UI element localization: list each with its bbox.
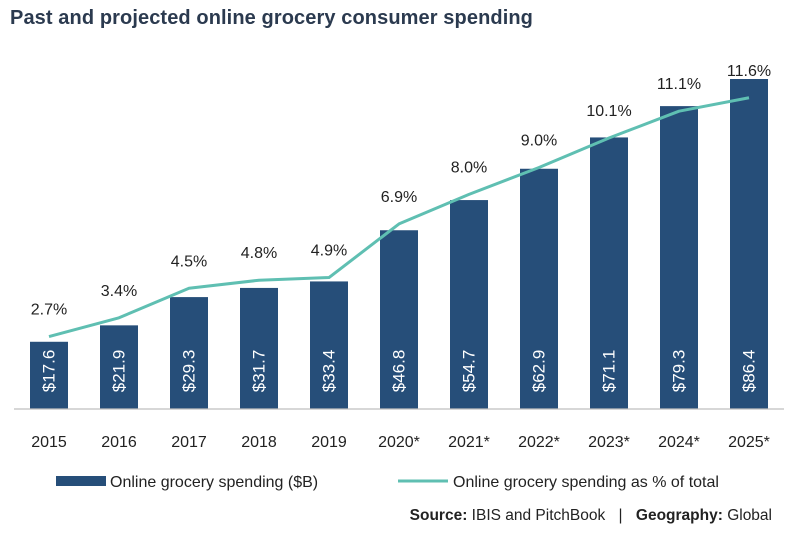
x-tick-label: 2019 — [311, 434, 347, 451]
x-tick-label: 2020* — [378, 434, 420, 451]
bar-value-label: $17.6 — [40, 350, 59, 393]
legend-label-line: Online grocery spending as % of total — [453, 474, 719, 491]
bar-value-label: $54.7 — [460, 350, 479, 393]
source-label: Source: — [409, 507, 468, 524]
x-tick-label: 2018 — [241, 434, 277, 451]
bar-2015 — [30, 341, 68, 409]
source-value: IBIS and PitchBook — [471, 507, 606, 524]
bar-value-label: $21.9 — [110, 350, 129, 393]
bars-layer — [30, 79, 768, 410]
bar-value-label: $33.4 — [320, 350, 339, 393]
x-tick-label: 2015 — [31, 434, 67, 451]
x-tick-label: 2021* — [448, 434, 490, 451]
line-point-label: 3.4% — [101, 283, 137, 300]
bar-2019 — [310, 281, 348, 409]
bar-value-label: $62.9 — [530, 350, 549, 393]
line-point-label: 4.5% — [171, 253, 207, 270]
line-point-label: 6.9% — [381, 189, 417, 206]
x-tick-label: 2017 — [171, 434, 207, 451]
line-point-label: 10.1% — [586, 103, 631, 120]
bar-value-label: $29.3 — [180, 350, 199, 393]
geography-label: Geography: — [635, 507, 723, 524]
line-layer — [48, 96, 750, 339]
source-attribution: Source: IBIS and PitchBook | Geography: … — [410, 507, 772, 525]
line-point-label: 9.0% — [521, 133, 557, 150]
bar-2023-projected — [590, 137, 628, 409]
bar-2016 — [100, 325, 138, 409]
line-point-label: 11.1% — [657, 76, 701, 93]
line-point-label: 11.6% — [727, 63, 771, 80]
bar-2018 — [240, 287, 278, 409]
bar-2021-projected — [450, 200, 488, 409]
bar-value-label: $46.8 — [390, 350, 409, 393]
percent-of-total-line — [48, 96, 750, 339]
bar-value-label: $86.4 — [740, 350, 759, 393]
bar-value-label: $71.1 — [600, 350, 619, 393]
line-point-label: 8.0% — [451, 159, 487, 176]
x-tick-label: 2024* — [658, 434, 700, 451]
bar-value-label: $79.3 — [670, 350, 689, 393]
source-separator: | — [618, 507, 623, 524]
line-point-label: 2.7% — [31, 302, 67, 319]
bar-2025-projected — [730, 79, 768, 409]
legend: Online grocery spending ($B) Online groc… — [56, 474, 719, 491]
x-tick-label: 2016 — [101, 434, 137, 451]
x-tick-label: 2025* — [728, 434, 770, 451]
x-tick-label: 2023* — [588, 434, 630, 451]
bar-2017 — [170, 297, 208, 409]
legend-label-bars: Online grocery spending ($B) — [110, 474, 318, 491]
bar-2024-projected — [660, 106, 698, 410]
labels-layer: $17.6 2.7% $21.9 3.4% $29.3 4.5% $31.7 4.8% $33.… — [31, 63, 771, 392]
line-point-label: 4.9% — [311, 243, 347, 260]
x-axis: 2015 2016 2017 2018 2019 2020* 2021* 2022* 2023*… — [14, 408, 784, 451]
bar-2020-projected — [380, 230, 418, 409]
line-point-label: 4.8% — [241, 245, 277, 262]
bar-value-label: $31.7 — [250, 350, 269, 393]
chart-title: Past and projected online grocery consum… — [10, 7, 533, 29]
legend-swatch-bars — [56, 476, 106, 486]
x-tick-label: 2022* — [518, 434, 560, 451]
geography-value: Global — [727, 507, 772, 524]
bar-2022-projected — [520, 168, 558, 409]
